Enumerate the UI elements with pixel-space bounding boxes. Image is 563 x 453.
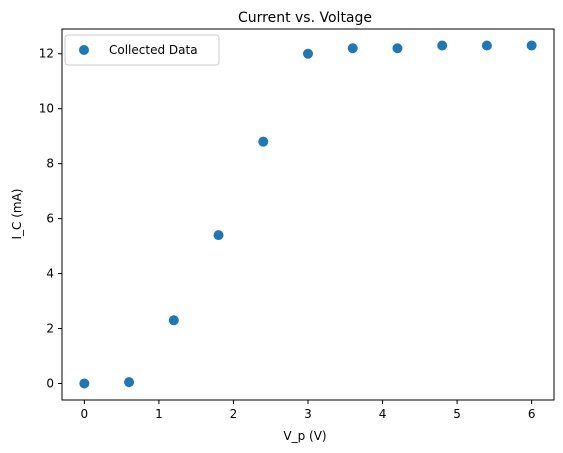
x-axis-title: V_p (V) xyxy=(283,429,326,443)
legend-box xyxy=(64,34,220,66)
x-tick-label: 2 xyxy=(230,407,238,421)
y-tick-label: 6 xyxy=(46,212,54,226)
data-point xyxy=(213,230,224,241)
legend-label: Collected Data xyxy=(109,43,198,57)
legend: Collected Data xyxy=(64,34,220,66)
x-tick-label: 4 xyxy=(379,407,387,421)
data-point xyxy=(168,315,179,326)
plot-frame xyxy=(61,28,555,401)
chart-title: Current vs. Voltage xyxy=(238,10,372,26)
y-tick-label: 8 xyxy=(46,157,54,171)
x-tick-label: 1 xyxy=(155,407,163,421)
data-point xyxy=(79,378,90,389)
y-axis: 0 2 4 6 8 10 12 xyxy=(39,47,62,391)
data-point xyxy=(526,40,537,51)
data-point xyxy=(347,43,358,54)
y-tick-label: 4 xyxy=(46,267,54,281)
x-tick-label: 3 xyxy=(304,407,312,421)
y-tick-label: 0 xyxy=(46,377,54,391)
x-axis: 0 1 2 3 4 5 6 xyxy=(81,400,536,421)
data-point xyxy=(124,377,135,388)
data-point xyxy=(392,43,403,54)
x-tick-label: 6 xyxy=(528,407,536,421)
data-point xyxy=(481,40,492,51)
x-tick-label: 0 xyxy=(81,407,89,421)
data-point xyxy=(303,48,313,59)
x-tick-label: 5 xyxy=(453,407,461,421)
legend-marker xyxy=(79,45,89,55)
data-points xyxy=(79,40,537,389)
data-point xyxy=(437,40,448,51)
data-point xyxy=(258,136,269,147)
y-tick-label: 2 xyxy=(46,322,54,336)
y-tick-label: 10 xyxy=(39,102,54,116)
y-axis-title: I_C (mA) xyxy=(10,189,24,240)
y-tick-label: 12 xyxy=(39,47,54,61)
